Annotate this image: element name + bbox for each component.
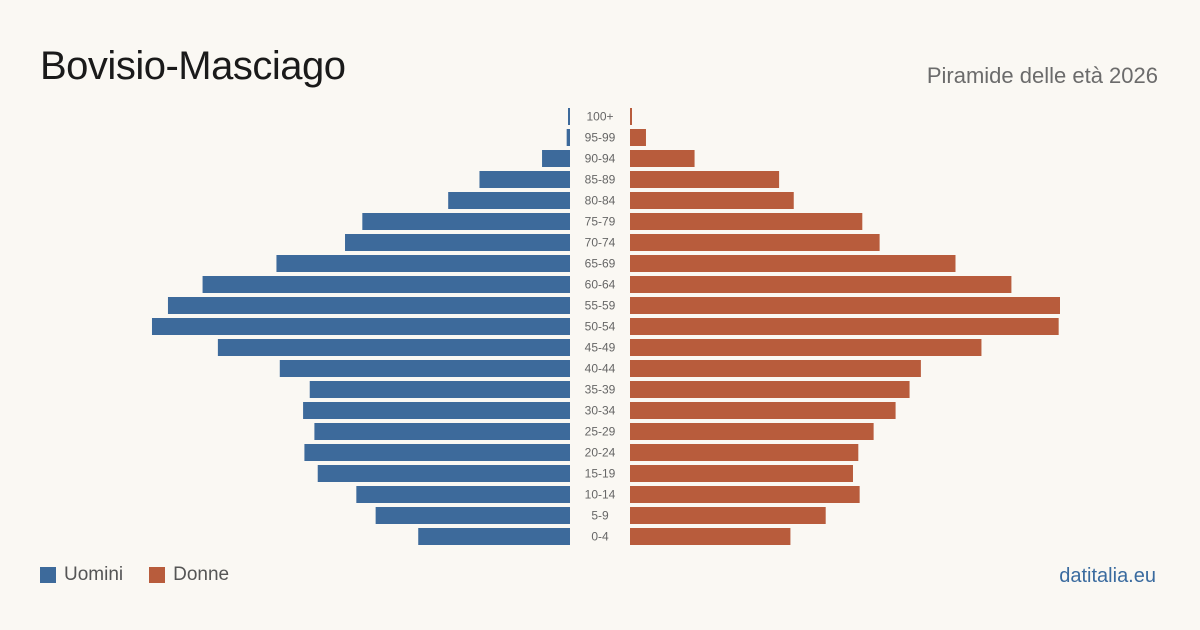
bar-women-55-59 — [630, 297, 1060, 314]
bar-men-65-69 — [276, 255, 570, 272]
legend-label-women: Donne — [173, 564, 230, 585]
bar-women-100+ — [630, 108, 632, 125]
age-label-45-49: 45-49 — [585, 341, 616, 355]
legend-swatch-women — [149, 567, 166, 583]
bar-men-0-4 — [418, 528, 570, 545]
bar-men-30-34 — [303, 402, 570, 419]
age-label-15-19: 15-19 — [585, 467, 616, 481]
bar-men-35-39 — [309, 381, 570, 398]
age-label-75-79: 75-79 — [585, 215, 616, 229]
bar-men-45-49 — [217, 339, 570, 356]
age-label-95-99: 95-99 — [585, 131, 616, 145]
bar-women-0-4 — [630, 528, 791, 545]
bar-men-50-54 — [151, 318, 570, 335]
bar-men-100+ — [568, 108, 570, 125]
bar-women-85-89 — [630, 171, 780, 188]
bar-women-80-84 — [630, 192, 794, 209]
bar-women-60-64 — [630, 276, 1012, 293]
age-label-20-24: 20-24 — [585, 446, 616, 460]
bar-men-60-64 — [202, 276, 571, 293]
age-label-85-89: 85-89 — [585, 173, 616, 187]
bar-women-45-49 — [630, 339, 982, 356]
legend-label-men: Uomini — [64, 564, 124, 585]
age-label-100+: 100+ — [586, 110, 613, 124]
bar-women-70-74 — [630, 234, 880, 251]
age-label-10-14: 10-14 — [585, 488, 616, 502]
bar-women-50-54 — [630, 318, 1059, 335]
bar-women-25-29 — [630, 423, 874, 440]
legend-swatch-men — [40, 567, 56, 583]
bar-women-40-44 — [630, 360, 921, 377]
bar-men-15-19 — [317, 465, 570, 482]
age-label-60-64: 60-64 — [585, 278, 616, 292]
age-label-50-54: 50-54 — [585, 320, 616, 334]
age-label-5-9: 5-9 — [591, 509, 609, 523]
bar-men-80-84 — [448, 192, 570, 209]
age-label-30-34: 30-34 — [585, 404, 616, 418]
chart-subtitle: Piramide delle età 2026 — [926, 63, 1158, 88]
source-label: datitalia.eu — [1059, 565, 1156, 587]
bar-men-95-99 — [566, 129, 570, 146]
bar-men-5-9 — [375, 507, 570, 524]
bar-men-10-14 — [356, 486, 570, 503]
age-label-25-29: 25-29 — [585, 425, 616, 439]
bar-men-75-79 — [362, 213, 570, 230]
bar-women-90-94 — [630, 150, 695, 167]
bar-women-30-34 — [630, 402, 896, 419]
age-label-80-84: 80-84 — [585, 194, 616, 208]
bar-women-15-19 — [630, 465, 853, 482]
legend-item-women: Donne — [149, 564, 229, 586]
population-pyramid-chart: 100+ 95-99 90-94 85-89 80-84 75-79 70-74 65-69 6… — [151, 108, 1060, 545]
bar-women-95-99 — [630, 129, 646, 146]
bar-men-55-59 — [167, 297, 570, 314]
bar-women-65-69 — [630, 255, 956, 272]
bar-men-90-94 — [542, 150, 570, 167]
bar-women-5-9 — [630, 507, 826, 524]
age-label-90-94: 90-94 — [585, 152, 616, 166]
bar-women-20-24 — [630, 444, 859, 461]
chart-title: Bovisio-Masciago — [40, 44, 346, 88]
legend-item-men: Uomini — [40, 564, 123, 586]
age-label-35-39: 35-39 — [585, 383, 616, 397]
bar-men-25-29 — [314, 423, 570, 440]
bar-women-35-39 — [630, 381, 910, 398]
bar-men-40-44 — [279, 360, 570, 377]
age-label-0-4: 0-4 — [591, 530, 609, 544]
bar-men-70-74 — [345, 234, 570, 251]
age-label-65-69: 65-69 — [585, 257, 616, 271]
age-label-40-44: 40-44 — [585, 362, 616, 376]
bar-men-20-24 — [304, 444, 570, 461]
bar-women-75-79 — [630, 213, 863, 230]
legend: Uomini Donne — [40, 564, 229, 586]
bar-men-85-89 — [479, 171, 570, 188]
age-label-55-59: 55-59 — [585, 299, 616, 313]
bar-women-10-14 — [630, 486, 860, 503]
age-label-70-74: 70-74 — [585, 236, 616, 250]
